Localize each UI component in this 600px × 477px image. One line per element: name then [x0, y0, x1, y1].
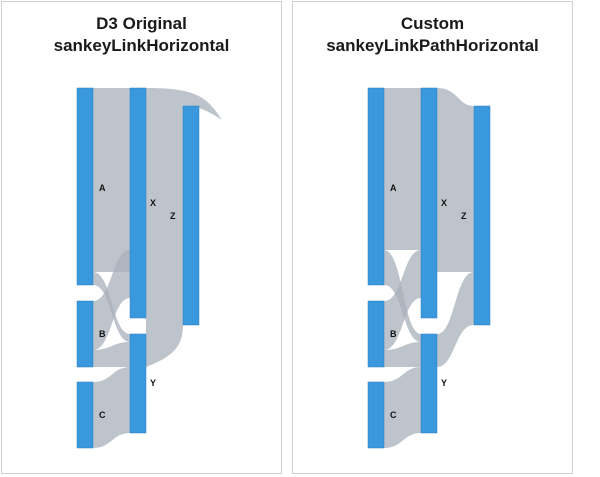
node-x	[420, 87, 438, 319]
node-a	[367, 87, 385, 286]
panel-custom: Custom sankeyLinkPathHorizontal A B C X …	[292, 1, 573, 474]
link-b-x	[384, 250, 421, 350]
node-z	[182, 105, 200, 326]
panel-d3-original: D3 Original sankeyLinkHorizontal A B C X…	[1, 1, 282, 474]
link-x-z	[437, 88, 474, 272]
node-c	[76, 381, 94, 449]
link-a-x	[93, 88, 130, 272]
node-b	[367, 300, 385, 368]
node-b	[76, 300, 94, 368]
node-label-b: B	[390, 329, 397, 339]
sankey-diagram-custom: A B C X Y Z	[367, 87, 491, 449]
node-label-y: Y	[441, 378, 447, 388]
link-y-z	[437, 272, 474, 367]
node-y	[129, 333, 147, 434]
node-x	[129, 87, 147, 319]
link-a-x	[384, 88, 421, 250]
node-label-x: X	[441, 198, 447, 208]
sankey-diagram-original: A B C X Y Z	[76, 87, 222, 449]
link-c-y	[93, 367, 130, 448]
node-a	[76, 87, 94, 286]
node-label-z: Z	[461, 211, 467, 221]
node-label-x: X	[150, 198, 156, 208]
node-label-b: B	[99, 329, 106, 339]
link-c-y	[384, 367, 421, 448]
link-y-z	[146, 272, 183, 367]
panel-title-line2: sankeyLinkPathHorizontal	[326, 36, 539, 55]
node-label-c: C	[390, 410, 397, 420]
link-b-y	[384, 342, 421, 367]
node-label-y: Y	[150, 378, 156, 388]
node-label-z: Z	[170, 211, 176, 221]
link-b-x	[93, 250, 130, 350]
node-label-a: A	[390, 183, 397, 193]
node-y	[420, 333, 438, 434]
node-z	[473, 105, 491, 326]
node-label-a: A	[99, 183, 106, 193]
panel-title-line1: Custom	[400, 14, 465, 33]
node-label-c: C	[99, 410, 106, 420]
panel-title-line1: D3 Original	[96, 14, 187, 33]
node-c	[367, 381, 385, 449]
panel-title-line2: sankeyLinkHorizontal	[53, 36, 230, 55]
link-b-y	[93, 342, 130, 367]
link-x-z	[146, 88, 222, 272]
